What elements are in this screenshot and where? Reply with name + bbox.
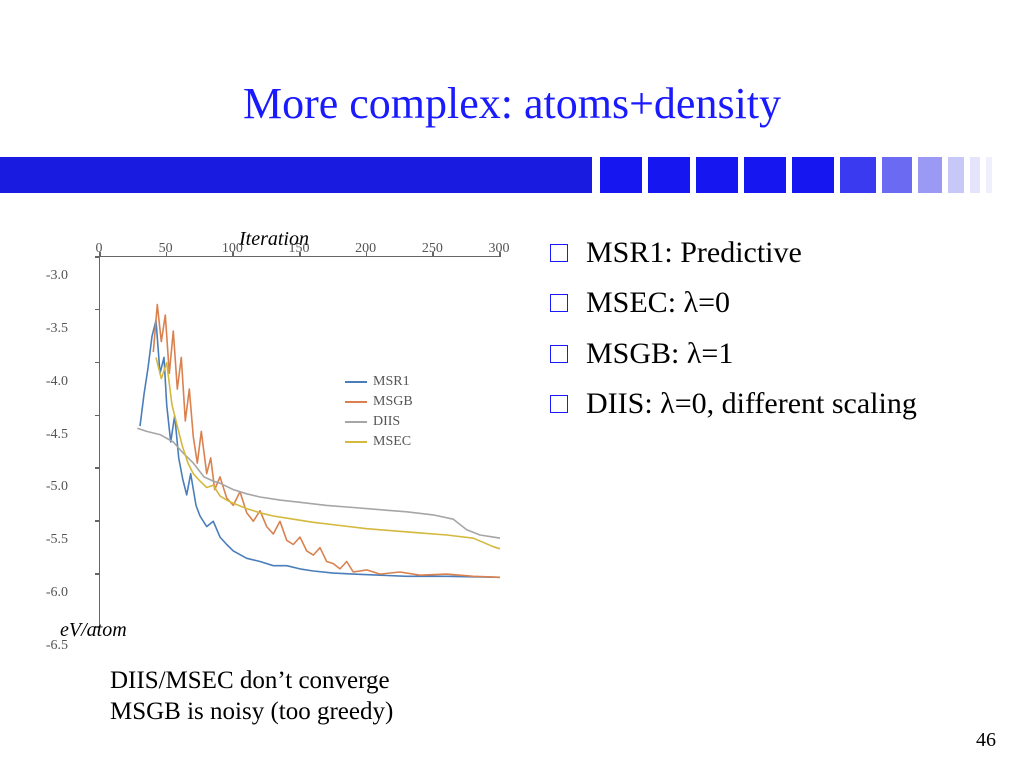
bullet-square-icon	[550, 395, 568, 413]
bullet-item: MSR1: Predictive	[550, 234, 990, 272]
series-msr1	[140, 320, 500, 577]
plot-area: MSR1 MSGB DIIS MSEC	[99, 256, 499, 626]
decor-bar	[986, 157, 992, 193]
legend-swatch	[345, 381, 367, 383]
decor-bar	[970, 157, 980, 193]
y-tick-label: -4.5	[32, 427, 68, 443]
convergence-chart: Iteration -3.0-3.5-4.0-4.5-5.0-5.5-6.0-6…	[44, 228, 504, 638]
legend-item: MSR1	[345, 372, 413, 392]
y-tick-label: -5.5	[32, 532, 68, 548]
decor-bar	[696, 157, 738, 193]
line-plot-svg	[100, 257, 500, 627]
decor-bar	[792, 157, 834, 193]
bullet-item: DIIS: λ=0, different scaling	[550, 385, 990, 423]
chart-y-label: eV/atom	[60, 619, 127, 642]
bullet-text: MSGB: λ=1	[586, 335, 990, 373]
caption-line-1: DIIS/MSEC don’t converge	[110, 666, 393, 697]
decor-bar	[648, 157, 690, 193]
decor-bar	[600, 157, 642, 193]
decor-bar	[0, 157, 592, 193]
bullet-text: MSEC: λ=0	[586, 284, 990, 322]
legend-item: MSGB	[345, 392, 413, 412]
bullet-item: MSEC: λ=0	[550, 284, 990, 322]
legend-label: MSR1	[373, 374, 410, 390]
legend: MSR1 MSGB DIIS MSEC	[345, 372, 413, 452]
legend-swatch	[345, 401, 367, 403]
decor-bar-strip	[0, 157, 1024, 193]
y-tick-label: -6.0	[32, 585, 68, 601]
y-tick-label: -4.0	[32, 374, 68, 390]
bullet-square-icon	[550, 244, 568, 262]
bullet-square-icon	[550, 345, 568, 363]
legend-item: MSEC	[345, 432, 413, 452]
caption-line-2: MSGB is noisy (too greedy)	[110, 697, 393, 728]
decor-bar	[918, 157, 942, 193]
legend-swatch	[345, 441, 367, 443]
decor-bar	[882, 157, 912, 193]
y-tick-label: -3.0	[32, 268, 68, 284]
decor-bar	[948, 157, 964, 193]
series-msec	[156, 357, 500, 548]
bullet-item: MSGB: λ=1	[550, 335, 990, 373]
legend-label: MSGB	[373, 394, 413, 410]
y-tick-label: -3.5	[32, 321, 68, 337]
legend-label: MSEC	[373, 434, 411, 450]
legend-item: DIIS	[345, 412, 413, 432]
chart-caption: DIIS/MSEC don’t converge MSGB is noisy (…	[110, 666, 393, 727]
page-number: 46	[976, 729, 996, 752]
legend-label: DIIS	[373, 414, 400, 430]
legend-swatch	[345, 421, 367, 423]
bullet-text: DIIS: λ=0, different scaling	[586, 385, 990, 423]
bullet-square-icon	[550, 294, 568, 312]
decor-bar	[840, 157, 876, 193]
series-msgb	[153, 305, 500, 578]
y-tick-label: -5.0	[32, 479, 68, 495]
bullet-text: MSR1: Predictive	[586, 234, 990, 272]
bullet-list: MSR1: Predictive MSEC: λ=0 MSGB: λ=1 DIIS: …	[550, 234, 990, 436]
decor-bar	[744, 157, 786, 193]
slide-title: More complex: atoms+density	[0, 78, 1024, 129]
